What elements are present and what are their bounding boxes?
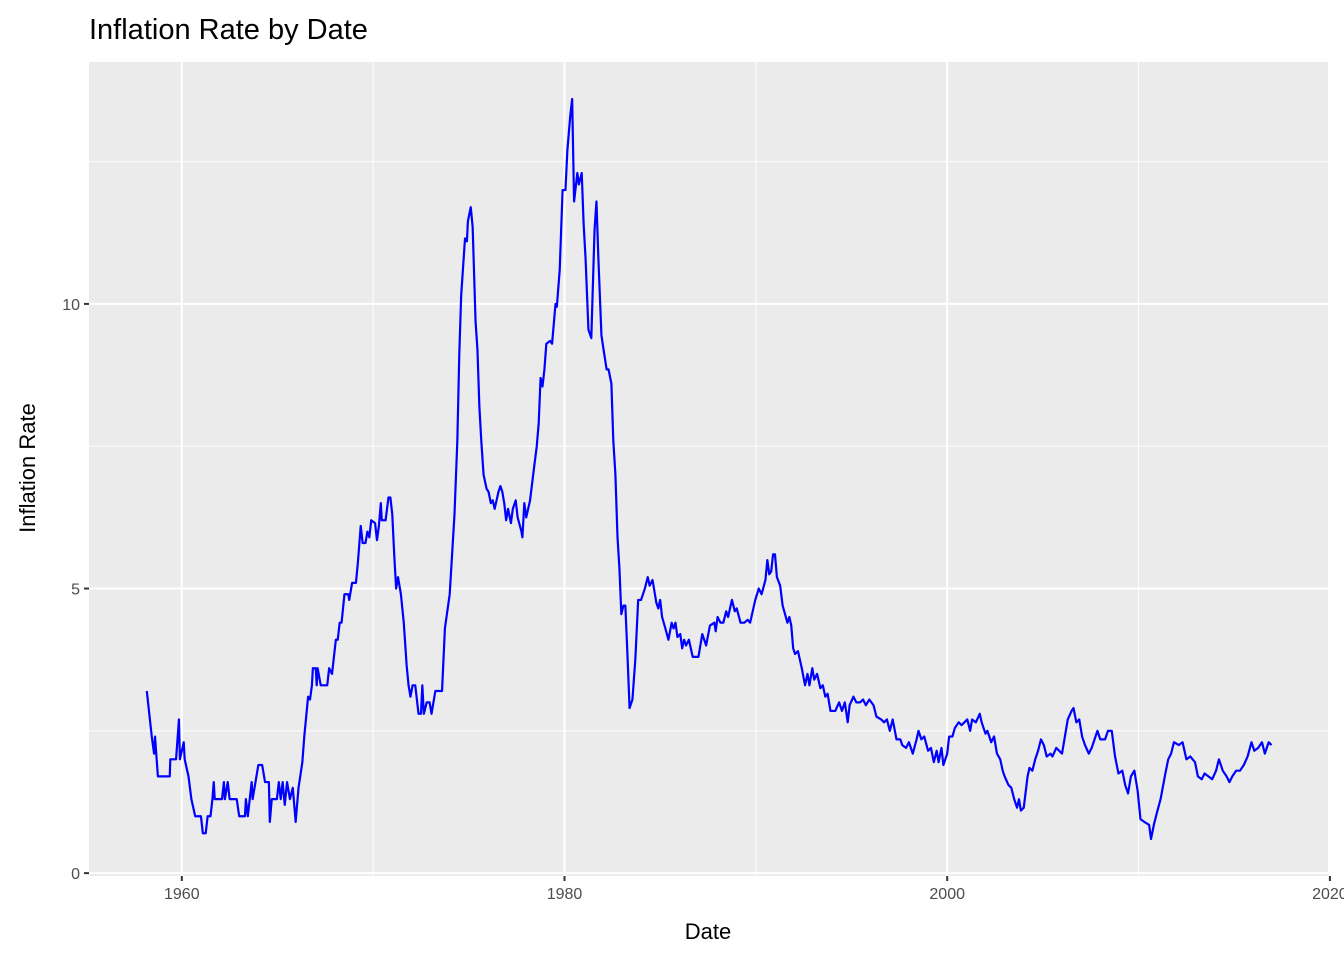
- x-tick-label: 1980: [547, 886, 583, 903]
- x-tick-label: 2000: [929, 886, 965, 903]
- y-tick-label: 10: [62, 297, 80, 314]
- x-axis-title: Date: [685, 919, 731, 944]
- y-tick-label: 0: [71, 866, 80, 883]
- y-axis-title: Inflation Rate: [15, 403, 40, 533]
- y-tick-label: 5: [71, 582, 80, 599]
- x-tick-label: 2020: [1312, 886, 1344, 903]
- data-line: [145, 97, 1273, 841]
- plot-area: 0 5 10 1960 1980 2000 2020: [62, 62, 1344, 903]
- chart-title: Inflation Rate by Date: [89, 14, 368, 46]
- x-tick-label: 1960: [164, 886, 200, 903]
- panel-background: [89, 62, 1328, 876]
